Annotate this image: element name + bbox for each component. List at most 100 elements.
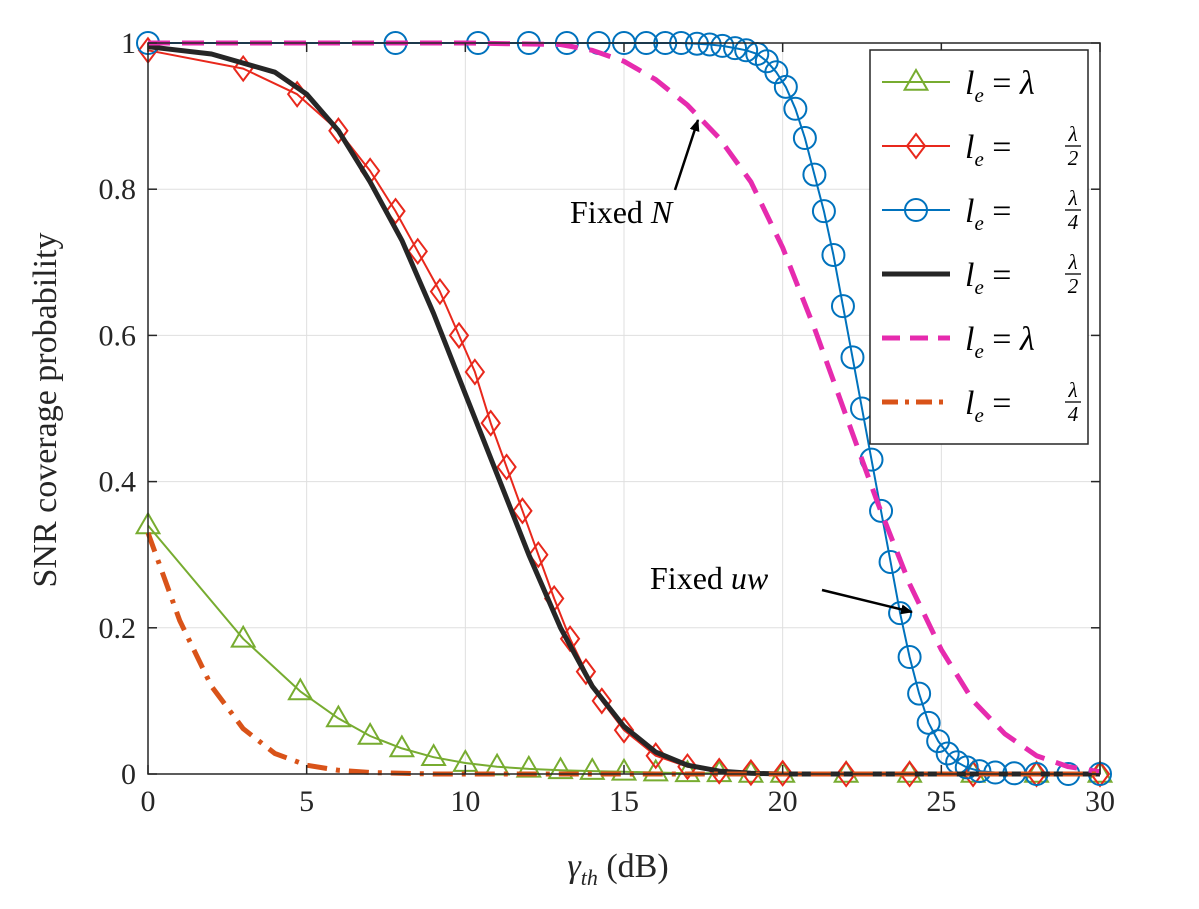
y-tick-label: 0 bbox=[121, 758, 136, 791]
legend-label-eq: = bbox=[984, 129, 1012, 166]
data-point bbox=[579, 757, 606, 780]
legend-label: le = bbox=[965, 193, 1011, 235]
annotation-fixed-uw: Fixed uw bbox=[650, 560, 769, 596]
data-point bbox=[783, 96, 808, 121]
data-point bbox=[821, 242, 846, 267]
data-point bbox=[899, 760, 920, 788]
series-5 bbox=[148, 40, 1101, 775]
annotation-fixed-uw-var: uw bbox=[731, 560, 769, 596]
y-tick-label: 0.2 bbox=[99, 612, 137, 645]
legend-label-var: l bbox=[965, 65, 974, 102]
data-point bbox=[902, 67, 930, 91]
series-line bbox=[148, 40, 1101, 775]
data-point bbox=[708, 757, 730, 785]
legend-item-4: le = λ2 bbox=[882, 250, 1081, 299]
data-point bbox=[734, 38, 759, 63]
data-point bbox=[954, 755, 979, 780]
legend-label-denominator: 2 bbox=[1068, 274, 1079, 298]
data-point bbox=[325, 704, 352, 728]
legend-label-denominator: 4 bbox=[1068, 210, 1079, 234]
y-axis-label: SNR coverage probability bbox=[27, 232, 64, 587]
x-tick-label: 0 bbox=[141, 785, 156, 818]
legend-label-sub: e bbox=[974, 83, 983, 107]
axes-layer: 0 5 10 15 20 25 30 0 0.2 0.4 0.6 0.8 1 bbox=[99, 27, 1116, 818]
legend-label-eq: = bbox=[984, 193, 1012, 230]
data-point bbox=[926, 729, 951, 754]
data-point bbox=[697, 32, 722, 57]
x-tick-label: 5 bbox=[299, 785, 314, 818]
data-point bbox=[448, 321, 470, 350]
legend-label: le = bbox=[965, 129, 1011, 171]
legend-label-numerator: λ bbox=[1067, 250, 1077, 274]
x-axis-label-symbol: γ bbox=[567, 848, 582, 885]
legend-box bbox=[869, 49, 1089, 445]
annotation-fixed-uw-arrow bbox=[821, 588, 913, 615]
legend-label-sub: e bbox=[974, 403, 983, 427]
annotation-fixed-n-arrow bbox=[673, 119, 700, 191]
x-tick-label: 20 bbox=[768, 785, 798, 818]
data-point bbox=[591, 687, 613, 715]
legend-label-rhs: λ bbox=[1019, 65, 1035, 102]
legend-label-var: l bbox=[965, 321, 974, 358]
legend-label-var: l bbox=[965, 385, 974, 422]
annotation-fixed-n-prefix: Fixed bbox=[570, 194, 651, 230]
data-point bbox=[835, 760, 857, 788]
x-tick-label: 15 bbox=[609, 785, 639, 818]
legend-label: le = λ bbox=[965, 321, 1035, 363]
data-point bbox=[772, 759, 793, 787]
data-point bbox=[811, 199, 836, 224]
legend-label: le = bbox=[965, 385, 1011, 427]
x-axis-label-subscript: th bbox=[581, 865, 598, 890]
legend-label: le = bbox=[965, 257, 1011, 299]
data-point bbox=[420, 743, 447, 766]
data-point bbox=[407, 237, 428, 266]
legend-label-numerator: λ bbox=[1067, 122, 1077, 146]
y-tick-label: 0.8 bbox=[99, 173, 137, 206]
data-point bbox=[935, 741, 960, 766]
legend-item-2: le = λ2 bbox=[882, 122, 1081, 171]
x-tick-label: 30 bbox=[1085, 785, 1115, 818]
data-point bbox=[740, 758, 762, 787]
legend-label-sub: e bbox=[974, 275, 983, 299]
legend-label-denominator: 4 bbox=[1068, 402, 1079, 426]
data-point bbox=[388, 734, 415, 758]
data-point bbox=[528, 541, 549, 569]
annotation-fixed-n: Fixed N bbox=[570, 194, 674, 230]
data-point bbox=[840, 345, 865, 370]
data-point bbox=[547, 756, 574, 780]
x-tick-label: 10 bbox=[450, 785, 480, 818]
y-tick-label: 1 bbox=[121, 27, 136, 60]
legend-label-eq: = bbox=[984, 257, 1012, 294]
legend-label-rhs: λ bbox=[1019, 321, 1035, 358]
legend-label-var: l bbox=[965, 257, 974, 294]
data-point bbox=[645, 742, 666, 770]
legend-label-sub: e bbox=[974, 339, 983, 363]
data-point bbox=[792, 126, 817, 151]
data-point bbox=[464, 358, 486, 386]
legend-label: le = λ bbox=[965, 65, 1035, 107]
y-tick-label: 0.4 bbox=[99, 466, 137, 499]
legend-item-3: le = λ4 bbox=[882, 186, 1081, 235]
legend-label-denominator: 2 bbox=[1068, 146, 1079, 170]
data-point bbox=[642, 758, 669, 782]
y-tick-label: 0.6 bbox=[99, 319, 137, 352]
data-point bbox=[897, 645, 922, 670]
data-point bbox=[230, 624, 257, 648]
legend-label-eq: = bbox=[984, 65, 1020, 102]
data-point bbox=[802, 162, 827, 187]
legend-label-var: l bbox=[965, 129, 974, 166]
annotation-fixed-n-var: N bbox=[650, 194, 674, 230]
data-point bbox=[610, 757, 638, 781]
data-point bbox=[907, 681, 932, 706]
data-point bbox=[723, 36, 748, 61]
x-axis-label: γth (dB) bbox=[567, 848, 668, 890]
data-point bbox=[613, 716, 635, 744]
legend-item-5: le = λ bbox=[882, 321, 1035, 363]
legend-label-var: l bbox=[965, 193, 974, 230]
legend-label-eq: = bbox=[984, 321, 1020, 358]
legend-label-numerator: λ bbox=[1067, 186, 1077, 210]
legend-label-sub: e bbox=[974, 211, 983, 235]
data-point bbox=[287, 677, 314, 701]
